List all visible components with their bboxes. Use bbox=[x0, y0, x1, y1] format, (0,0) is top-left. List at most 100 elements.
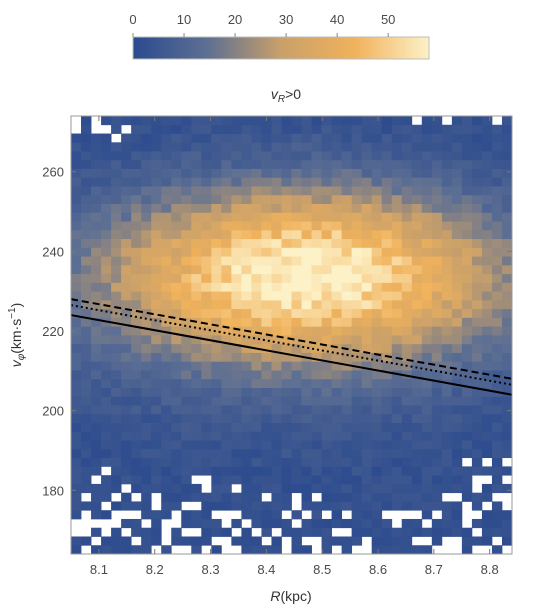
heatmap-cell bbox=[211, 475, 222, 485]
heatmap-cell bbox=[121, 335, 132, 345]
heatmap-cell bbox=[191, 247, 202, 257]
heatmap-cell bbox=[311, 151, 322, 161]
heatmap-cell bbox=[461, 343, 473, 353]
heatmap-cell bbox=[151, 413, 162, 423]
heatmap-cell bbox=[401, 186, 413, 196]
heatmap-cell bbox=[151, 378, 162, 388]
heatmap-cell bbox=[501, 256, 512, 266]
heatmap-cell bbox=[311, 282, 322, 292]
heatmap-cell bbox=[361, 221, 373, 231]
heatmap-cell bbox=[231, 501, 242, 511]
heatmap-cell bbox=[201, 203, 212, 213]
heatmap-cell bbox=[291, 457, 302, 467]
heatmap-cell bbox=[431, 518, 443, 529]
heatmap-cell bbox=[211, 387, 222, 397]
heatmap-cell bbox=[461, 483, 473, 494]
heatmap-cell bbox=[191, 352, 202, 362]
heatmap-cell bbox=[251, 159, 262, 169]
heatmap-cell bbox=[341, 264, 353, 275]
heatmap-cell bbox=[471, 501, 483, 511]
heatmap-cell bbox=[71, 133, 82, 143]
heatmap-cell bbox=[101, 475, 112, 485]
heatmap-cell bbox=[71, 475, 82, 485]
heatmap-cell bbox=[211, 396, 222, 406]
heatmap-cell bbox=[81, 361, 92, 371]
heatmap-cell bbox=[271, 247, 282, 257]
heatmap-cell bbox=[251, 501, 262, 511]
heatmap-cell bbox=[171, 247, 182, 257]
heatmap-cell bbox=[301, 133, 312, 143]
heatmap-cell bbox=[81, 440, 92, 450]
heatmap-cell bbox=[331, 431, 343, 441]
heatmap-cell bbox=[461, 492, 473, 502]
heatmap-cell bbox=[171, 317, 182, 327]
heatmap-cell bbox=[461, 326, 473, 336]
heatmap-cell bbox=[181, 378, 192, 388]
heatmap-cell bbox=[231, 299, 242, 310]
colorbar-tick-label: 20 bbox=[228, 12, 242, 27]
heatmap-cell bbox=[441, 282, 453, 292]
heatmap-cell bbox=[461, 212, 473, 222]
heatmap-cell bbox=[321, 457, 332, 467]
heatmap-cell bbox=[471, 440, 483, 450]
heatmap-cell bbox=[111, 413, 122, 423]
heatmap-cell bbox=[451, 466, 463, 476]
heatmap-cell bbox=[491, 361, 503, 371]
heatmap-cell bbox=[461, 440, 473, 450]
heatmap-cell bbox=[201, 422, 212, 432]
heatmap-cell bbox=[71, 457, 82, 467]
heatmap-cell bbox=[341, 291, 353, 301]
heatmap-cell bbox=[471, 194, 483, 204]
heatmap-cell bbox=[421, 361, 433, 371]
heatmap-cell bbox=[271, 431, 282, 441]
heatmap-cell bbox=[81, 501, 92, 511]
heatmap-cell bbox=[311, 326, 322, 336]
heatmap-cell bbox=[331, 203, 343, 213]
heatmap-cell bbox=[491, 186, 503, 196]
heatmap-cell bbox=[461, 124, 473, 134]
heatmap-cell bbox=[171, 264, 182, 275]
heatmap-cell bbox=[111, 151, 122, 161]
heatmap-cell bbox=[461, 378, 473, 388]
heatmap-cell bbox=[291, 326, 302, 336]
heatmap-cell bbox=[461, 352, 473, 362]
heatmap-cell bbox=[331, 133, 343, 143]
heatmap-cell bbox=[351, 273, 363, 283]
heatmap-cell bbox=[391, 361, 403, 371]
heatmap-cell bbox=[311, 466, 322, 476]
heatmap-cell bbox=[441, 343, 453, 353]
heatmap-cell bbox=[341, 475, 353, 485]
heatmap-cell bbox=[161, 545, 172, 554]
heatmap-cell bbox=[471, 229, 483, 240]
heatmap-cell bbox=[251, 483, 262, 494]
heatmap-cell bbox=[441, 466, 453, 476]
heatmap-cell bbox=[221, 361, 232, 371]
heatmap-cell bbox=[461, 194, 473, 204]
heatmap-cell bbox=[471, 378, 483, 388]
heatmap-cell bbox=[251, 396, 262, 406]
heatmap-cell bbox=[181, 291, 192, 301]
heatmap-cell bbox=[481, 431, 493, 441]
heatmap-cell bbox=[371, 151, 383, 161]
heatmap-cell bbox=[141, 431, 152, 441]
heatmap-cell bbox=[221, 422, 232, 432]
heatmap-cell bbox=[111, 343, 122, 353]
heatmap-cell bbox=[91, 448, 102, 459]
heatmap-cell bbox=[101, 370, 112, 380]
heatmap-cell bbox=[201, 247, 212, 257]
heatmap-cell bbox=[451, 527, 463, 537]
heatmap-cell bbox=[381, 203, 393, 213]
heatmap-cell bbox=[501, 273, 512, 283]
heatmap-cell bbox=[241, 273, 252, 283]
heatmap-cell bbox=[251, 352, 262, 362]
heatmap-cell bbox=[471, 343, 483, 353]
heatmap-cell bbox=[121, 194, 132, 204]
heatmap-cell bbox=[231, 116, 242, 126]
heatmap-cell bbox=[351, 475, 363, 485]
heatmap-cell bbox=[371, 527, 383, 537]
heatmap-cell bbox=[341, 273, 353, 283]
heatmap-cell bbox=[221, 475, 232, 485]
heatmap-cell bbox=[501, 527, 512, 537]
heatmap-cell bbox=[421, 466, 433, 476]
heatmap-cell bbox=[291, 299, 302, 310]
